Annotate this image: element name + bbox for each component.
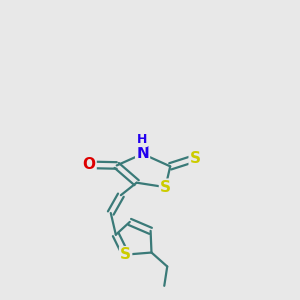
Text: O: O	[82, 158, 96, 172]
Text: N: N	[136, 146, 149, 161]
Text: S: S	[120, 247, 131, 262]
Text: S: S	[160, 180, 171, 195]
Text: S: S	[190, 151, 201, 166]
Text: H: H	[136, 133, 147, 146]
